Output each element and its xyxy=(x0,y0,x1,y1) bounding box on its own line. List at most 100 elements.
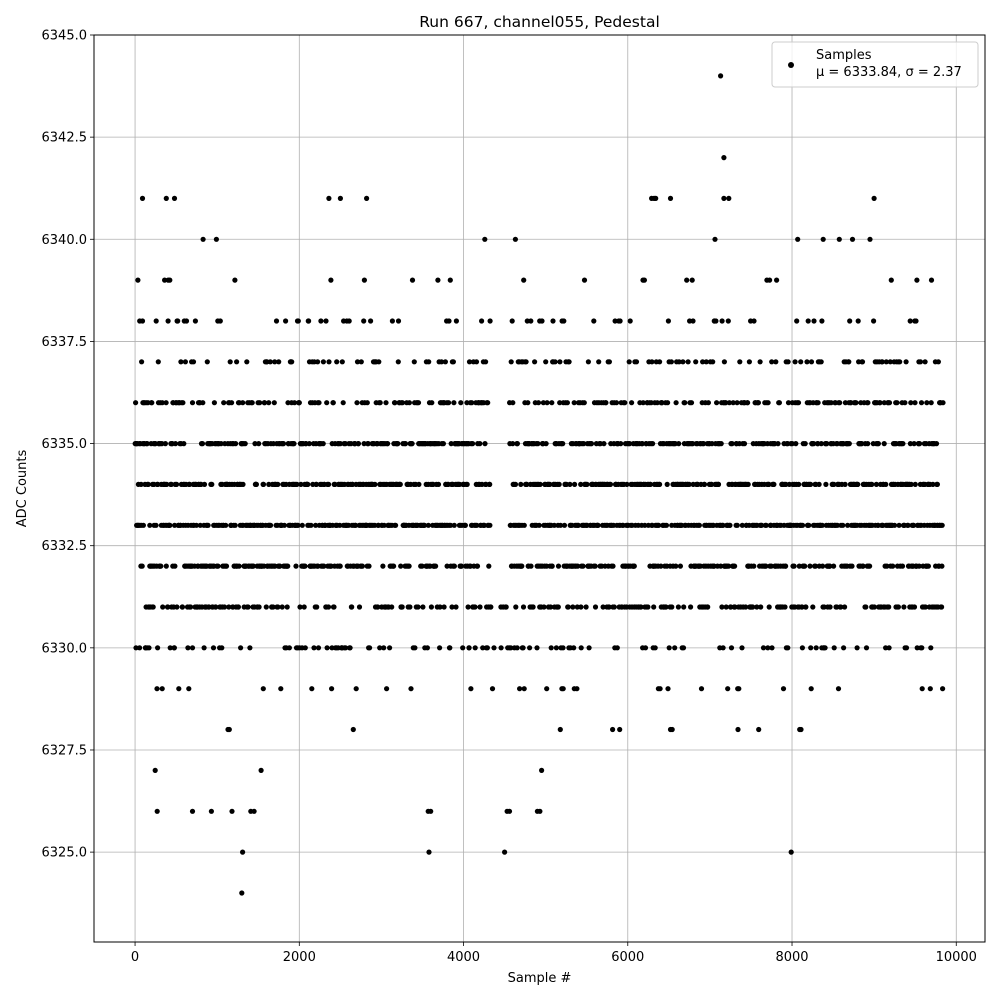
sample-point xyxy=(313,522,319,528)
sample-point xyxy=(732,604,738,610)
sample-point xyxy=(167,522,173,528)
sample-point xyxy=(323,318,329,324)
sample-point xyxy=(399,400,406,406)
sample-point xyxy=(854,645,860,651)
sample-point xyxy=(519,563,525,569)
sample-point xyxy=(911,604,918,610)
sample-point xyxy=(922,359,928,365)
sample-point xyxy=(572,481,578,487)
sample-point xyxy=(867,236,873,242)
sample-point xyxy=(900,441,906,447)
sample-point xyxy=(721,155,727,161)
sample-point xyxy=(309,686,315,692)
sample-point xyxy=(735,726,741,733)
sample-point xyxy=(578,604,584,610)
sample-point xyxy=(696,522,703,528)
sample-point xyxy=(421,522,428,528)
sample-point xyxy=(502,849,508,855)
sample-point xyxy=(227,359,233,365)
sample-point xyxy=(313,481,319,487)
sample-point xyxy=(232,277,238,283)
sample-point xyxy=(580,563,586,569)
legend: Samples μ = 6333.84, σ = 2.37 xyxy=(771,41,979,88)
sample-point xyxy=(756,726,762,733)
sample-point xyxy=(718,441,724,447)
sample-point xyxy=(172,563,178,569)
sample-point xyxy=(199,441,206,447)
sample-point xyxy=(663,604,669,610)
sample-point xyxy=(721,195,727,201)
sample-point xyxy=(150,604,156,610)
sample-point xyxy=(701,441,707,447)
sample-point xyxy=(647,481,654,487)
sample-point xyxy=(557,726,563,733)
sample-point xyxy=(803,604,809,610)
sample-point xyxy=(916,563,922,569)
y-axis-label: ADC Counts xyxy=(15,450,30,528)
sample-point xyxy=(726,400,733,406)
sample-point xyxy=(358,359,364,365)
sample-point xyxy=(155,645,161,651)
sample-point xyxy=(278,686,284,692)
x-axis-ticks: 0 2000 4000 6000 8000 10000 xyxy=(131,942,977,965)
sample-point xyxy=(524,481,530,487)
sample-point xyxy=(537,481,543,487)
sample-point xyxy=(553,645,560,651)
sample-point xyxy=(651,604,657,610)
sample-point xyxy=(453,604,459,610)
sample-point xyxy=(536,522,542,528)
sample-point xyxy=(391,563,397,569)
sample-point xyxy=(798,359,804,365)
sample-point xyxy=(408,686,414,692)
sample-point xyxy=(800,522,806,528)
sample-point xyxy=(741,441,748,447)
sample-point xyxy=(305,481,311,487)
sample-point xyxy=(273,318,280,324)
sample-point xyxy=(179,604,185,610)
sample-point xyxy=(377,400,383,406)
sample-point xyxy=(218,441,224,447)
sample-point xyxy=(451,522,457,528)
sample-point xyxy=(588,441,595,447)
sample-point xyxy=(535,441,541,447)
sample-point xyxy=(474,563,481,569)
sample-point xyxy=(521,522,527,528)
sample-point xyxy=(557,400,563,406)
sample-point xyxy=(903,645,910,651)
sample-point xyxy=(193,522,199,528)
sample-point xyxy=(606,604,612,610)
sample-point xyxy=(437,604,443,610)
sample-point xyxy=(242,441,248,447)
sample-point xyxy=(154,808,160,814)
sample-point xyxy=(816,481,822,487)
sample-point xyxy=(266,481,272,487)
sample-point xyxy=(488,604,494,610)
sample-point xyxy=(795,400,802,406)
sample-point xyxy=(585,359,592,365)
sample-point xyxy=(428,808,434,814)
sample-point xyxy=(438,359,445,365)
sample-point xyxy=(933,441,940,447)
sample-point xyxy=(498,645,504,651)
sample-point xyxy=(853,400,859,406)
sample-point xyxy=(435,481,442,487)
sample-point xyxy=(552,359,558,365)
sample-point xyxy=(159,400,165,406)
sample-point xyxy=(428,604,434,610)
sample-point xyxy=(240,481,246,487)
sample-point xyxy=(518,481,524,487)
sample-point xyxy=(690,318,696,324)
sample-point xyxy=(586,645,592,651)
y-tick-label: 6327.5 xyxy=(42,743,88,758)
sample-point xyxy=(311,645,317,651)
sample-point xyxy=(775,441,781,447)
sample-point xyxy=(663,522,670,528)
sample-point xyxy=(918,400,925,406)
sample-point xyxy=(913,318,919,324)
sample-point xyxy=(392,400,398,406)
sample-point xyxy=(442,359,448,365)
sample-point xyxy=(163,563,169,569)
sample-point xyxy=(793,441,799,447)
sample-point xyxy=(812,563,819,569)
sample-point xyxy=(232,522,238,528)
